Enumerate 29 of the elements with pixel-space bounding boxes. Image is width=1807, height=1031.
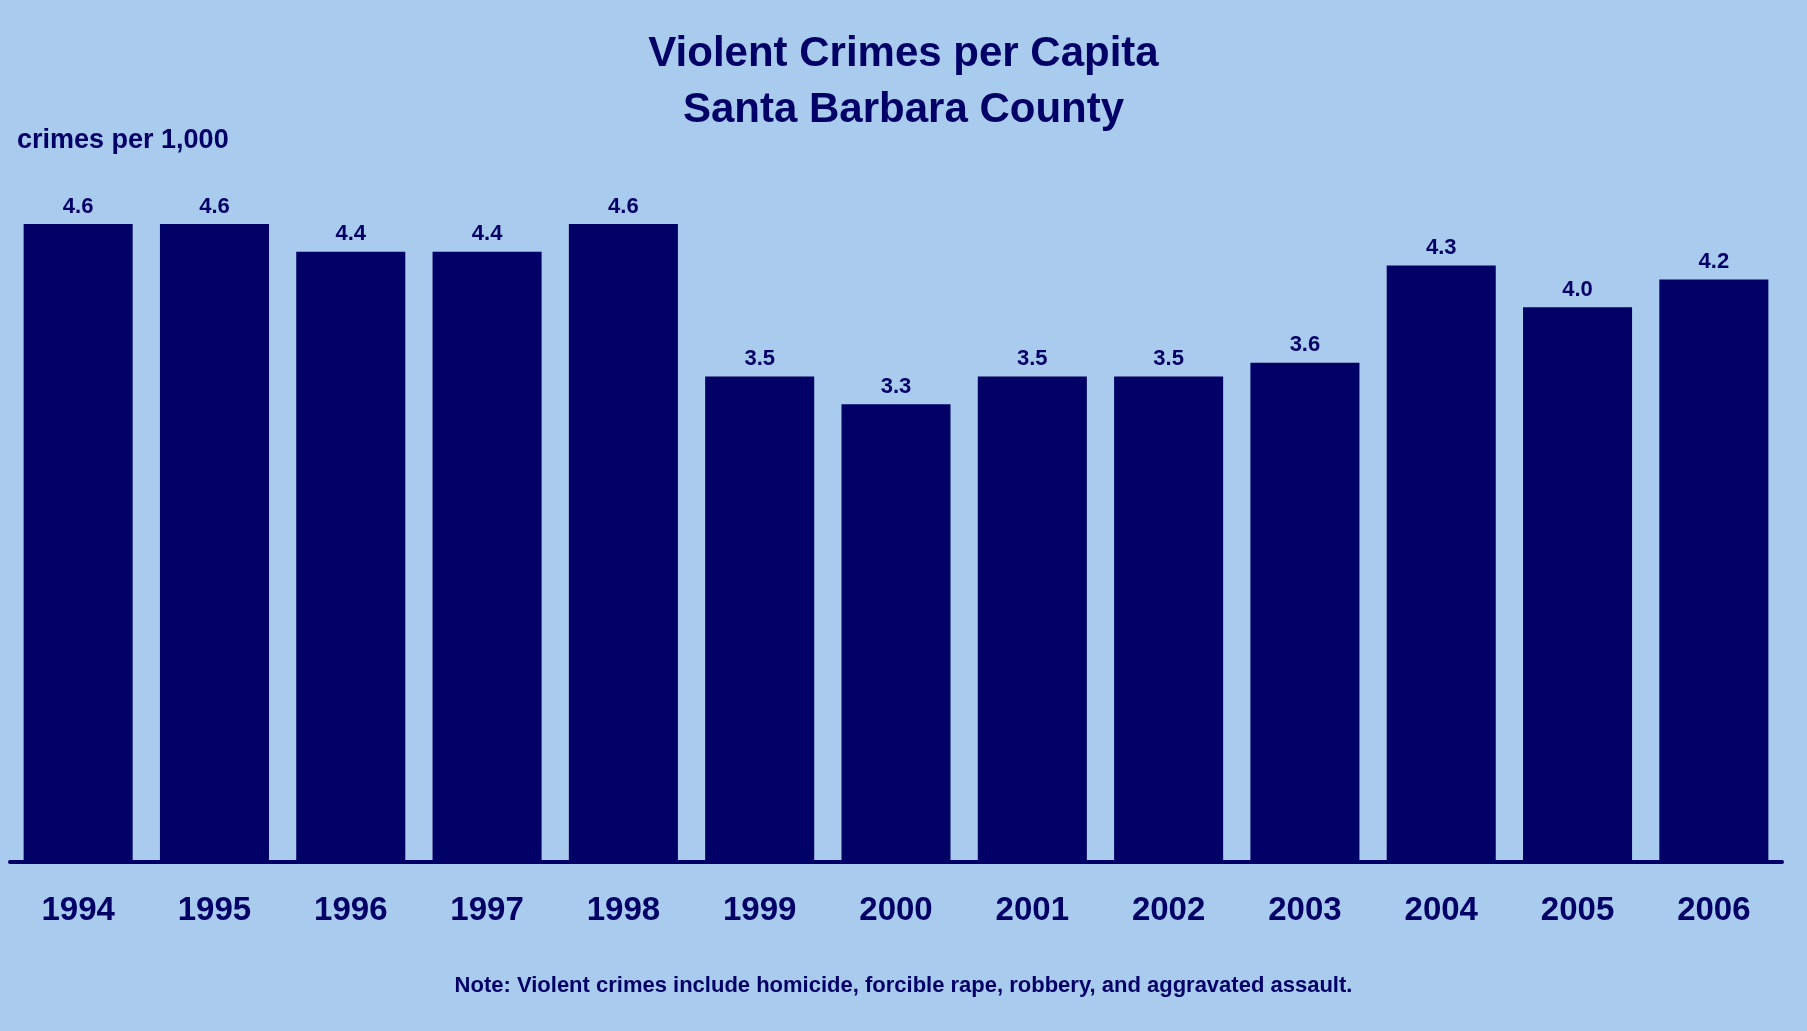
- chart-title: Violent Crimes per Capita Santa Barbara County: [648, 27, 1160, 131]
- data-label: 4.0: [1562, 275, 1593, 301]
- x-tick-label: 2003: [1268, 890, 1342, 927]
- x-tick-label: 2004: [1404, 890, 1479, 927]
- x-tick-label: 2001: [995, 890, 1070, 927]
- text: Note: Violent crimes include homicide, forcible rape, robbery, and aggravated assault.: [454, 971, 1353, 997]
- x-tick-label: 2000: [859, 890, 933, 927]
- data-label: 4.6: [199, 192, 230, 218]
- x-tick-label: 1998: [586, 890, 661, 927]
- x-tick-label: 1999: [722, 890, 797, 927]
- data-label: 3.5: [1153, 345, 1184, 371]
- data-label: 4.4: [471, 220, 504, 246]
- x-tick-label: 2006: [1677, 890, 1751, 927]
- data-label: 3.6: [1289, 331, 1321, 357]
- x-tick-label: 1997: [450, 890, 524, 927]
- x-tick-label: 1994: [41, 890, 116, 927]
- data-label: 4.2: [1698, 247, 1730, 273]
- data-label: 3.5: [744, 345, 775, 371]
- x-tick-label: 2005: [1540, 890, 1615, 927]
- data-label: 4.4: [335, 220, 367, 246]
- data-label: 4.6: [62, 192, 94, 218]
- data-label: 4.3: [1425, 234, 1457, 260]
- data-label: 3.5: [1017, 345, 1048, 371]
- y-axis-title: crimes per 1,000: [17, 123, 229, 154]
- data-label: 4.6: [608, 192, 639, 218]
- data-label: 3.3: [880, 372, 912, 398]
- x-tick-label: 1996: [314, 890, 388, 927]
- x-tick-label: 1995: [177, 890, 252, 927]
- x-tick-label: 2002: [1131, 890, 1206, 927]
